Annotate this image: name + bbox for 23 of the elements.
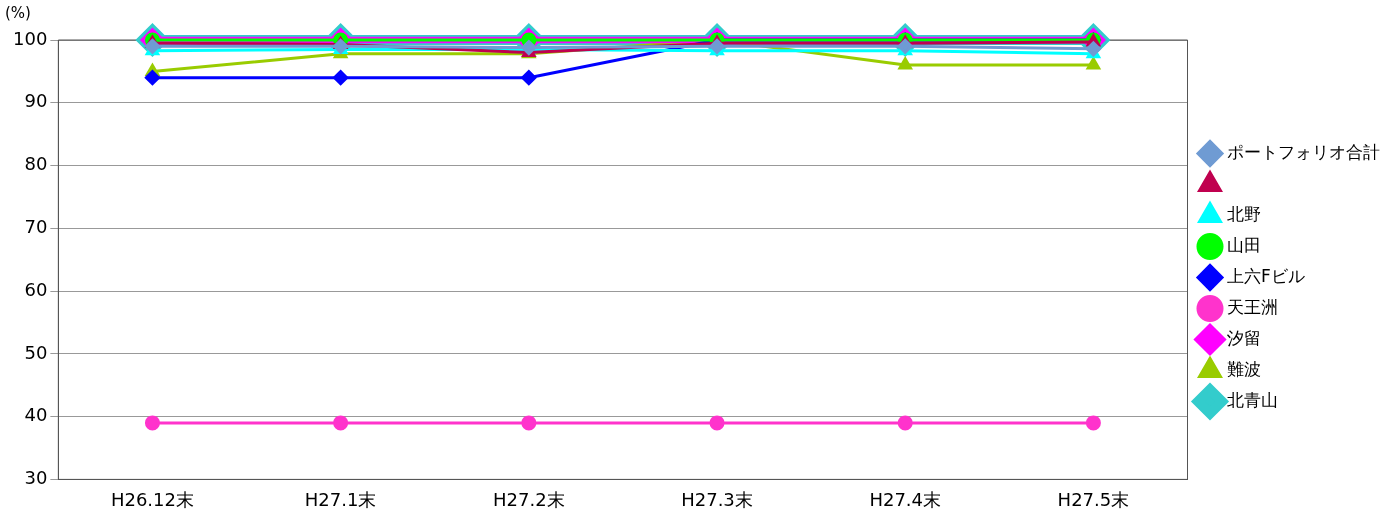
legend-label: 天王洲 [1227,296,1278,317]
y-tick-label: 30 [24,467,48,489]
legend-label: 上六Fビル [1227,265,1305,286]
y-tick-label: 80 [24,153,48,175]
x-tick-label: H27.1末 [304,488,377,510]
legend-label: ポートフォリオ合計 [1227,141,1380,162]
y-tick-label: 90 [24,90,48,112]
x-tick-label: H26.12末 [110,488,194,510]
y-tick-label: 100 [13,27,48,49]
y-tick-label: 50 [24,341,48,363]
legend-label: 難波 [1227,358,1261,379]
y-tick-label: 70 [24,215,48,237]
x-tick-label: H27.5末 [1057,488,1130,510]
legend-label: 汐留 [1227,327,1261,348]
legend-label: 北青山 [1227,389,1278,410]
y-axis-title: (%) [5,4,31,23]
x-tick-label: H27.4末 [869,488,942,510]
y-tick-label: 60 [24,278,48,300]
x-tick-label: H27.2末 [493,488,565,510]
legend-label: 山田 [1227,234,1261,255]
x-tick-label: H27.3末 [681,488,753,510]
y-tick-label: 40 [24,404,48,426]
legend-label: 北野 [1227,203,1261,224]
